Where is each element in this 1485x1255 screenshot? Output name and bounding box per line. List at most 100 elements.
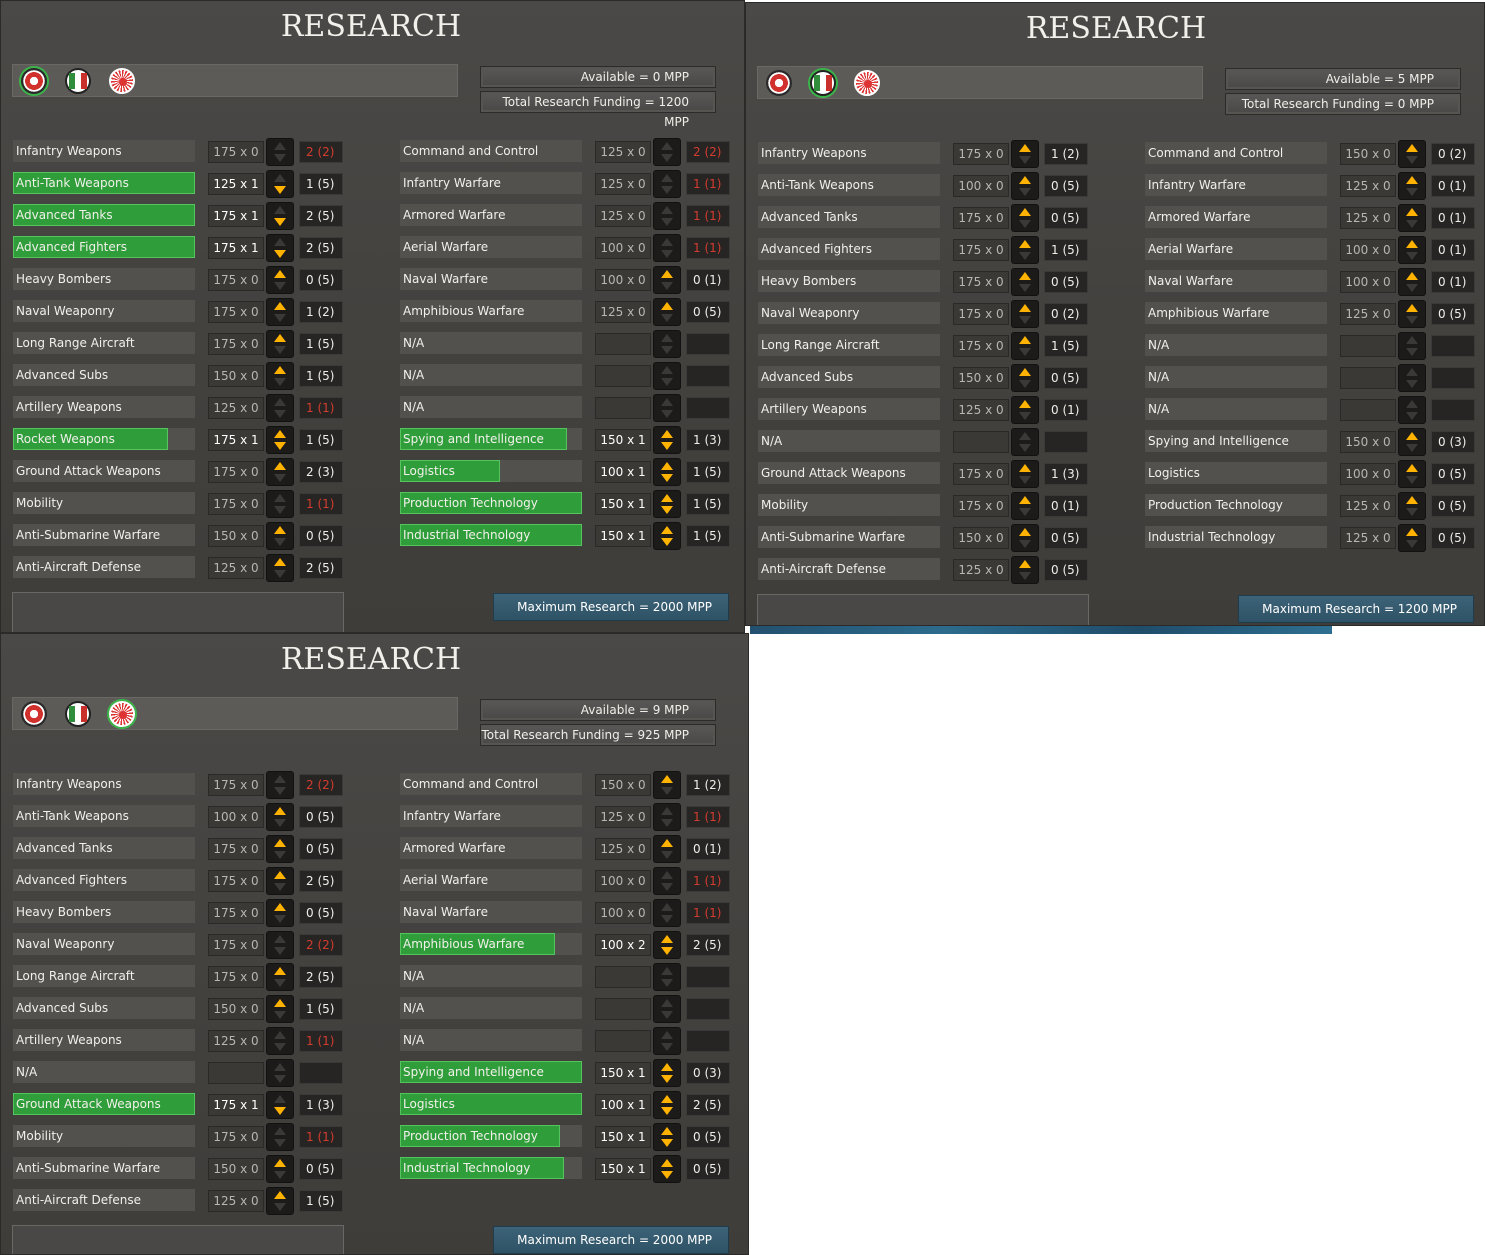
arrow-down-icon[interactable]: [661, 883, 673, 891]
arrow-down-icon[interactable]: [1406, 412, 1418, 420]
invest-stepper[interactable]: [1011, 524, 1039, 552]
arrow-up-icon[interactable]: [1019, 464, 1031, 472]
invest-stepper[interactable]: [1011, 204, 1039, 232]
arrow-up-icon[interactable]: [274, 206, 286, 214]
arrow-up-icon[interactable]: [1406, 336, 1418, 344]
arrow-down-icon[interactable]: [274, 787, 286, 795]
arrow-up-icon[interactable]: [274, 903, 286, 911]
arrow-up-icon[interactable]: [661, 1031, 673, 1039]
arrow-down-icon[interactable]: [274, 218, 286, 226]
invest-stepper[interactable]: [1398, 172, 1426, 200]
arrow-down-icon[interactable]: [1406, 284, 1418, 292]
arrow-up-icon[interactable]: [661, 334, 673, 342]
arrow-down-icon[interactable]: [274, 410, 286, 418]
arrow-down-icon[interactable]: [1406, 348, 1418, 356]
arrow-up-icon[interactable]: [274, 334, 286, 342]
arrow-up-icon[interactable]: [1406, 528, 1418, 536]
invest-stepper[interactable]: [1011, 172, 1039, 200]
arrow-up-icon[interactable]: [274, 1127, 286, 1135]
arrow-down-icon[interactable]: [1406, 156, 1418, 164]
arrow-down-icon[interactable]: [1019, 540, 1031, 548]
arrow-down-icon[interactable]: [1019, 476, 1031, 484]
arrow-up-icon[interactable]: [1406, 464, 1418, 472]
invest-stepper[interactable]: [1011, 428, 1039, 456]
arrow-up-icon[interactable]: [274, 398, 286, 406]
invest-stepper[interactable]: [266, 138, 294, 166]
german-flag-icon[interactable]: [766, 70, 792, 96]
arrow-up-icon[interactable]: [274, 839, 286, 847]
arrow-down-icon[interactable]: [1406, 316, 1418, 324]
invest-stepper[interactable]: [1011, 236, 1039, 264]
arrow-down-icon[interactable]: [1019, 380, 1031, 388]
arrow-up-icon[interactable]: [274, 526, 286, 534]
arrow-up-icon[interactable]: [661, 398, 673, 406]
invest-stepper[interactable]: [1398, 396, 1426, 424]
invest-stepper[interactable]: [653, 995, 681, 1023]
arrow-up-icon[interactable]: [274, 366, 286, 374]
arrow-up-icon[interactable]: [661, 366, 673, 374]
invest-stepper[interactable]: [266, 266, 294, 294]
arrow-down-icon[interactable]: [1406, 508, 1418, 516]
invest-stepper[interactable]: [653, 234, 681, 262]
invest-stepper[interactable]: [1011, 332, 1039, 360]
invest-stepper[interactable]: [266, 771, 294, 799]
arrow-down-icon[interactable]: [1406, 476, 1418, 484]
invest-stepper[interactable]: [266, 522, 294, 550]
arrow-down-icon[interactable]: [661, 787, 673, 795]
arrow-down-icon[interactable]: [1019, 252, 1031, 260]
arrow-up-icon[interactable]: [1019, 208, 1031, 216]
invest-stepper[interactable]: [653, 266, 681, 294]
arrow-down-icon[interactable]: [1406, 444, 1418, 452]
arrow-up-icon[interactable]: [274, 238, 286, 246]
invest-stepper[interactable]: [1398, 332, 1426, 360]
arrow-down-icon[interactable]: [661, 218, 673, 226]
invest-stepper[interactable]: [266, 1155, 294, 1183]
arrow-up-icon[interactable]: [661, 494, 673, 502]
invest-stepper[interactable]: [266, 1091, 294, 1119]
german-flag-icon[interactable]: [21, 68, 47, 94]
arrow-down-icon[interactable]: [274, 570, 286, 578]
arrow-down-icon[interactable]: [661, 947, 673, 955]
arrow-down-icon[interactable]: [661, 410, 673, 418]
arrow-down-icon[interactable]: [661, 186, 673, 194]
arrow-down-icon[interactable]: [661, 1107, 673, 1115]
invest-stepper[interactable]: [653, 771, 681, 799]
arrow-down-icon[interactable]: [274, 250, 286, 258]
invest-stepper[interactable]: [266, 963, 294, 991]
arrow-down-icon[interactable]: [661, 506, 673, 514]
arrow-up-icon[interactable]: [274, 807, 286, 815]
invest-stepper[interactable]: [1398, 492, 1426, 520]
invest-stepper[interactable]: [266, 554, 294, 582]
arrow-down-icon[interactable]: [661, 314, 673, 322]
arrow-down-icon[interactable]: [1406, 380, 1418, 388]
invest-stepper[interactable]: [1398, 204, 1426, 232]
arrow-down-icon[interactable]: [274, 979, 286, 987]
invest-stepper[interactable]: [266, 1059, 294, 1087]
arrow-down-icon[interactable]: [1019, 348, 1031, 356]
invest-stepper[interactable]: [653, 835, 681, 863]
invest-stepper[interactable]: [1398, 268, 1426, 296]
arrow-down-icon[interactable]: [274, 378, 286, 386]
invest-stepper[interactable]: [1011, 140, 1039, 168]
invest-stepper[interactable]: [266, 899, 294, 927]
arrow-up-icon[interactable]: [1406, 240, 1418, 248]
arrow-up-icon[interactable]: [1019, 336, 1031, 344]
invest-stepper[interactable]: [1398, 364, 1426, 392]
invest-stepper[interactable]: [1011, 268, 1039, 296]
arrow-up-icon[interactable]: [1406, 432, 1418, 440]
arrow-down-icon[interactable]: [274, 1203, 286, 1211]
arrow-up-icon[interactable]: [661, 174, 673, 182]
invest-stepper[interactable]: [653, 202, 681, 230]
arrow-up-icon[interactable]: [1019, 144, 1031, 152]
arrow-down-icon[interactable]: [1019, 508, 1031, 516]
arrow-up-icon[interactable]: [661, 999, 673, 1007]
invest-stepper[interactable]: [1398, 140, 1426, 168]
arrow-up-icon[interactable]: [661, 1063, 673, 1071]
arrow-up-icon[interactable]: [1406, 272, 1418, 280]
invest-stepper[interactable]: [653, 426, 681, 454]
arrow-up-icon[interactable]: [1406, 144, 1418, 152]
arrow-down-icon[interactable]: [274, 819, 286, 827]
invest-stepper[interactable]: [653, 1155, 681, 1183]
arrow-up-icon[interactable]: [274, 1063, 286, 1071]
arrow-up-icon[interactable]: [661, 935, 673, 943]
